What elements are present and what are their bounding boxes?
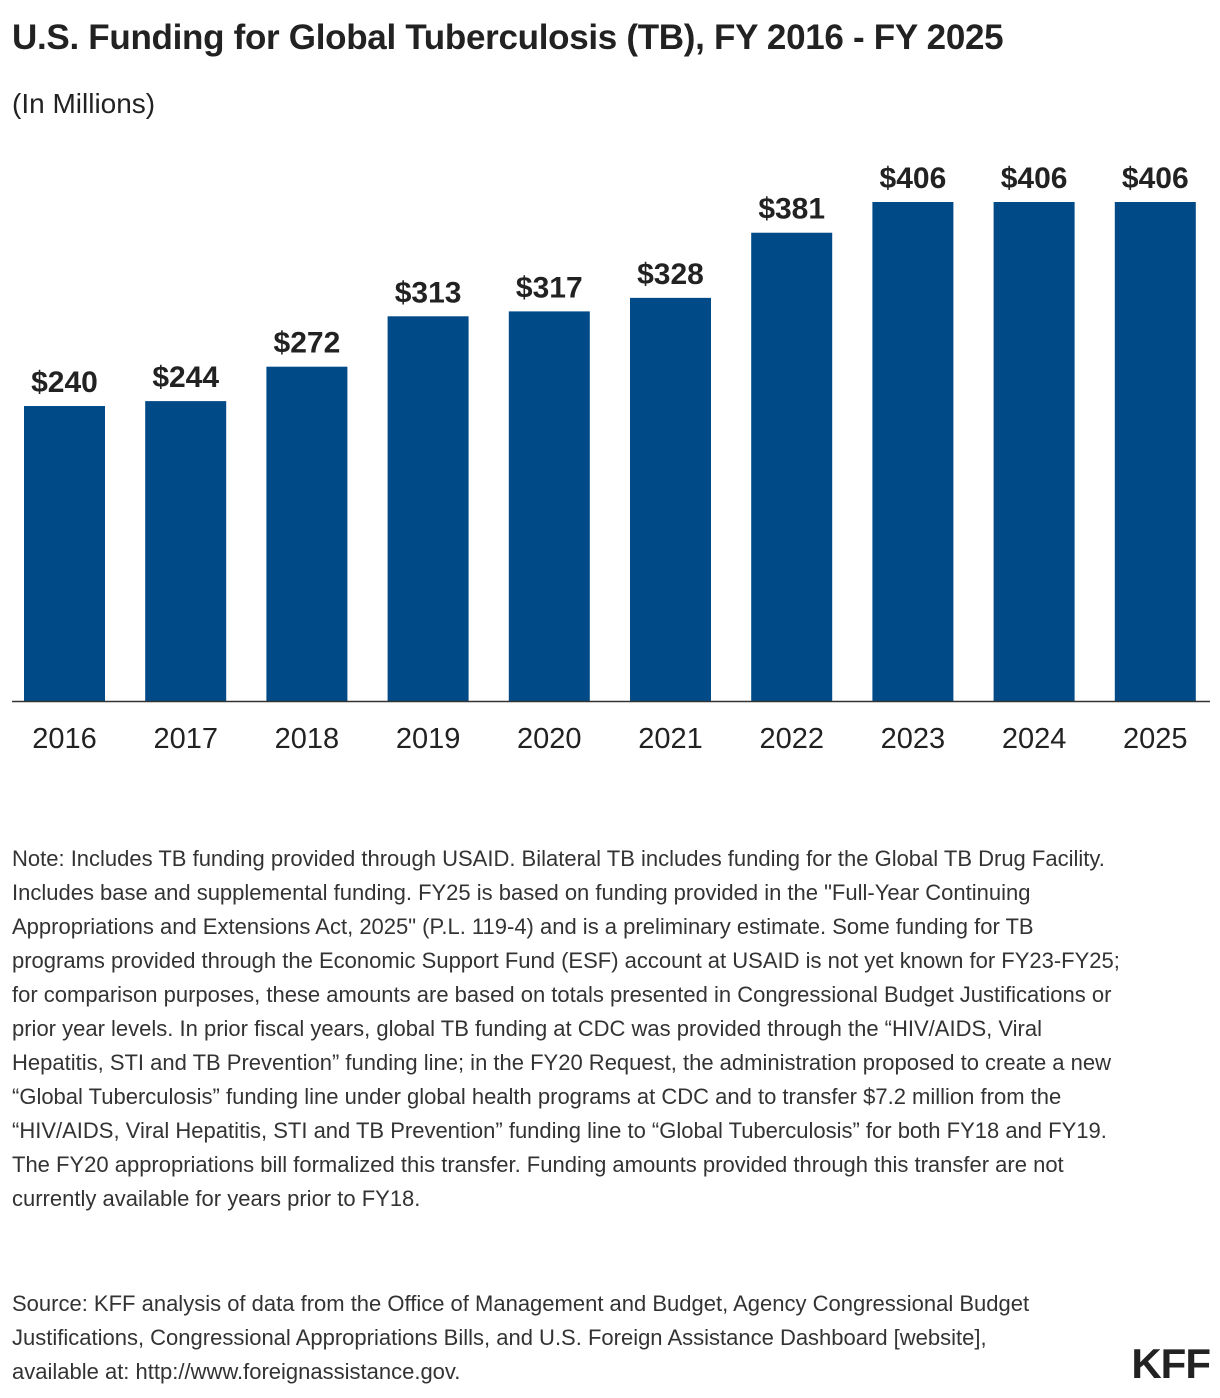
data-label-2021: $328: [637, 258, 704, 291]
data-label-2025: $406: [1122, 162, 1189, 195]
x-tick-label-2016: 2016: [32, 723, 97, 755]
x-tick-label-2025: 2025: [1123, 723, 1188, 755]
data-label-2023: $406: [880, 162, 947, 195]
x-tick-label-2021: 2021: [638, 723, 703, 755]
chart-source: Source: KFF analysis of data from the Of…: [12, 1291, 1030, 1384]
data-label-2017: $244: [152, 361, 219, 394]
bar-2021: [630, 297, 711, 701]
bar-chart: $240 2016 $244 2017 $272 2018 $313 2019 $317 2020…: [12, 162, 1210, 755]
x-tick-label-2017: 2017: [153, 723, 218, 755]
x-tick-label-2022: 2022: [759, 723, 824, 755]
x-tick-label-2024: 2024: [1002, 723, 1067, 755]
bar-2018: [266, 366, 348, 701]
data-label-2018: $272: [274, 327, 341, 360]
bar-2024: [993, 202, 1075, 701]
bar-2023: [872, 202, 954, 701]
chart-note: Note: Includes TB funding provided throu…: [12, 846, 1120, 1211]
chart-subtitle: (In Millions): [12, 88, 156, 119]
data-label-2019: $313: [395, 276, 462, 309]
data-label-2020: $317: [516, 271, 583, 304]
bar-2022: [751, 232, 833, 701]
x-tick-label-2020: 2020: [517, 723, 582, 755]
x-tick-label-2023: 2023: [881, 723, 946, 755]
x-tick-label-2018: 2018: [275, 723, 340, 755]
bar-2019: [387, 316, 469, 701]
data-label-2016: $240: [31, 366, 98, 399]
bar-2020: [508, 311, 590, 701]
data-label-2022: $381: [758, 193, 825, 226]
x-tick-label-2019: 2019: [396, 723, 461, 755]
data-label-2024: $406: [1001, 162, 1068, 195]
chart-title: U.S. Funding for Global Tuberculosis (TB…: [12, 18, 1004, 57]
bar-2017: [145, 401, 227, 701]
kff-logo: KFF: [1131, 1340, 1211, 1387]
bar-2016: [24, 406, 105, 701]
bar-2025: [1114, 202, 1196, 701]
